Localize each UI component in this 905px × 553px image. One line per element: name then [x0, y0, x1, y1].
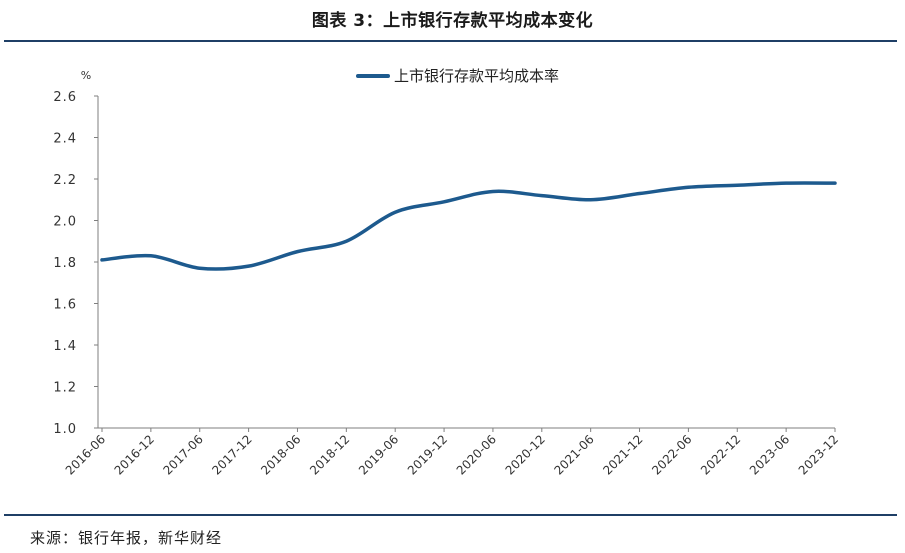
- x-tick-label: 2023-06: [747, 432, 792, 477]
- series-layer: [100, 181, 837, 271]
- legend-label: 上市银行存款平均成本率: [394, 67, 559, 85]
- x-tick-label: 2019-06: [356, 432, 401, 477]
- y-axis-ticks: 1.0 1.2 1.4 1.6 1.8 2.0 2.2 2.4 2.6: [53, 90, 98, 437]
- legend: 上市银行存款平均成本率: [356, 67, 559, 85]
- x-tick-label: 2019-12: [405, 432, 450, 477]
- y-tick-label: 2.0: [53, 215, 77, 230]
- x-tick-label: 2017-12: [209, 432, 254, 477]
- y-tick-label: 1.0: [53, 422, 77, 437]
- y-tick-label: 1.4: [53, 339, 77, 354]
- top-divider: [4, 40, 897, 42]
- x-tick-label: 2016-12: [112, 432, 157, 477]
- y-tick-label: 2.4: [53, 132, 77, 147]
- source-note: 来源：银行年报，新华财经: [30, 529, 223, 547]
- x-tick-label: 2018-06: [258, 432, 303, 477]
- x-tick-label: 2018-12: [307, 432, 352, 477]
- x-axis-ticks: 2016-06 2016-12 2017-06 2017-12 2018-06 2018-…: [63, 428, 841, 478]
- x-tick-label: 2020-06: [454, 432, 499, 477]
- y-tick-label: 1.2: [53, 381, 77, 396]
- x-tick-label: 2021-06: [551, 432, 596, 477]
- x-tick-label: 2022-06: [649, 432, 694, 477]
- y-tick-label: 2.6: [53, 90, 77, 105]
- x-tick-label: 2020-12: [503, 432, 548, 477]
- x-tick-label: 2022-12: [698, 432, 743, 477]
- line-chart: % 1.01.21.41.61.82.02.22.42.6 2016-06 201…: [53, 67, 841, 478]
- y-tick-label: 1.8: [53, 256, 77, 271]
- chart-title: 图表 3：上市银行存款平均成本变化: [311, 11, 594, 31]
- x-tick-label: 2016-06: [63, 432, 108, 477]
- y-tick-label: 2.2: [53, 173, 77, 188]
- x-tick-label: 2017-06: [161, 432, 206, 477]
- axes: %: [81, 69, 835, 429]
- series-line: [100, 181, 837, 271]
- y-tick-label: 1.6: [53, 298, 77, 313]
- x-tick-label: 2021-12: [600, 432, 645, 477]
- bottom-divider: [4, 514, 897, 516]
- y-axis-unit: %: [81, 69, 91, 82]
- x-tick-label: 2023-12: [796, 432, 841, 477]
